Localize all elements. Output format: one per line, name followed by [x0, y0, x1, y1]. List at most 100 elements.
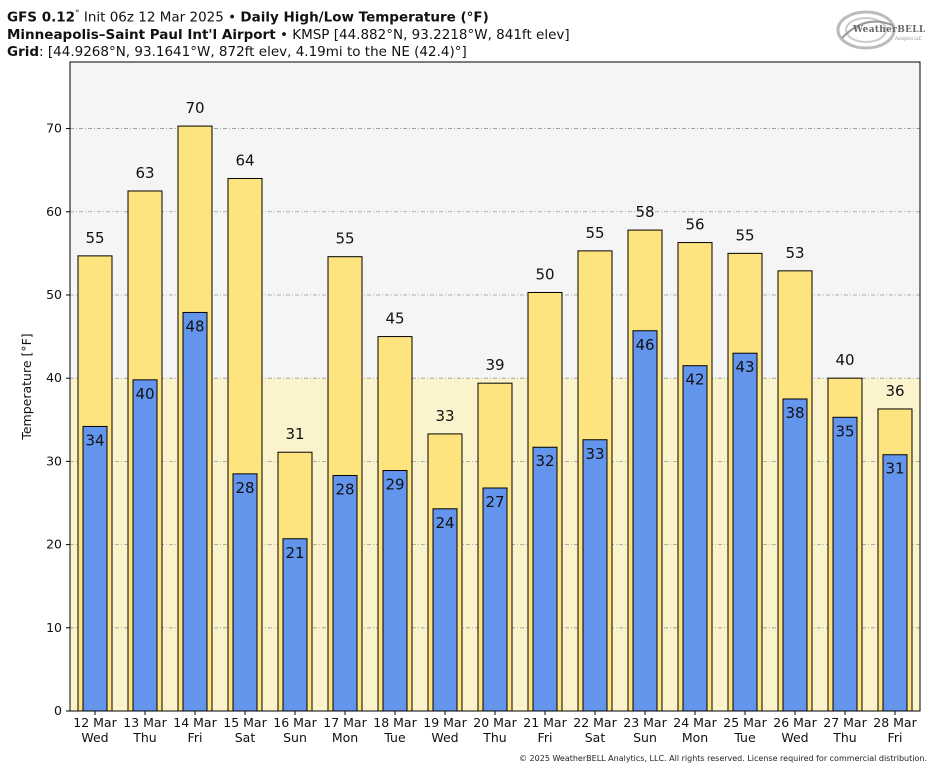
x-tick-label-date-8: 20 Mar [473, 715, 517, 730]
x-tick-label-date-6: 18 Mar [373, 715, 417, 730]
x-tick-label-day-6: Tue [383, 730, 406, 745]
low-bar-0 [82, 425, 108, 712]
x-tick-label-day-8: Thu [482, 730, 506, 745]
high-label-1: 63 [135, 164, 154, 182]
y-tick-label-60: 60 [46, 204, 62, 219]
grid-info: : [44.9268°N, 93.1641°W, 872ft elev, 4.1… [39, 43, 467, 60]
y-tick-label-30: 30 [46, 453, 62, 468]
high-label-7: 33 [435, 407, 454, 425]
low-bar-1 [132, 379, 158, 712]
station-info: KMSP [44.882°N, 93.2218°W, 841ft elev] [292, 26, 570, 43]
low-label-5: 28 [335, 481, 354, 499]
x-tick-label-day-16: Fri [888, 730, 903, 745]
y-tick-label-40: 40 [46, 370, 62, 385]
high-label-16: 36 [885, 382, 904, 400]
low-bar-12 [682, 365, 708, 712]
low-bar-10 [582, 439, 608, 712]
low-label-9: 32 [535, 452, 554, 470]
high-label-5: 55 [335, 230, 354, 248]
high-label-12: 56 [685, 216, 704, 234]
low-bar-14 [782, 398, 808, 712]
x-tick-label-date-1: 13 Mar [123, 715, 167, 730]
high-label-13: 55 [735, 226, 754, 244]
x-tick-label-day-2: Fri [188, 730, 203, 745]
low-bar-11 [632, 330, 658, 712]
x-tick-label-date-14: 26 Mar [773, 715, 817, 730]
high-label-4: 31 [285, 425, 304, 443]
title-line: GFS 0.12° Init 06z 12 Mar 2025 • Daily H… [7, 6, 570, 27]
high-label-6: 45 [385, 310, 404, 328]
high-label-10: 55 [585, 224, 604, 242]
low-label-11: 46 [635, 336, 654, 354]
title-bullet: • [223, 9, 241, 26]
low-label-13: 43 [735, 358, 754, 376]
chart-header: GFS 0.12° Init 06z 12 Mar 2025 • Daily H… [7, 6, 570, 61]
x-tick-label-date-12: 24 Mar [673, 715, 717, 730]
low-label-14: 38 [785, 404, 804, 422]
low-bar-13 [732, 352, 758, 712]
low-label-8: 27 [485, 493, 504, 511]
x-tick-label-date-16: 28 Mar [873, 715, 917, 730]
low-label-12: 42 [685, 371, 704, 389]
y-axis-label: Temperature [°F] [19, 333, 34, 440]
y-tick-label-10: 10 [46, 620, 62, 635]
low-bar-8 [482, 487, 508, 712]
logo-text: WeatherBELL [853, 25, 926, 35]
x-tick-label-day-3: Sat [235, 730, 256, 745]
model-deg: ° [75, 9, 80, 19]
low-label-4: 21 [285, 544, 304, 562]
x-tick-label-date-0: 12 Mar [73, 715, 117, 730]
low-label-3: 28 [235, 479, 254, 497]
model-name: GFS 0.12 [7, 9, 76, 26]
low-bar-5 [332, 475, 358, 712]
station-name: Minneapolis–Saint Paul Int'l Airport [7, 26, 276, 43]
low-label-2: 48 [185, 317, 204, 335]
low-bar-3 [232, 473, 258, 712]
x-tick-label-day-0: Wed [81, 730, 108, 745]
x-tick-label-day-13: Tue [733, 730, 756, 745]
init-time: Init 06z 12 Mar 2025 [79, 9, 224, 26]
x-tick-label-day-12: Mon [682, 730, 708, 745]
low-label-16: 31 [885, 460, 904, 478]
x-tick-label-date-9: 21 Mar [523, 715, 567, 730]
x-tick-label-day-7: Wed [431, 730, 458, 745]
x-tick-label-day-11: Sun [633, 730, 657, 745]
high-label-15: 40 [835, 351, 854, 369]
low-bar-7 [432, 508, 458, 712]
low-label-7: 24 [435, 514, 454, 532]
low-label-15: 35 [835, 422, 854, 440]
x-tick-label-date-4: 16 Mar [273, 715, 317, 730]
x-tick-label-day-14: Wed [781, 730, 808, 745]
high-label-11: 58 [635, 203, 654, 221]
low-bar-15 [832, 416, 858, 712]
x-tick-label-day-9: Fri [538, 730, 553, 745]
logo-subtext: Analytics LLC [895, 36, 922, 41]
high-label-3: 64 [235, 151, 254, 169]
product-title: Daily High/Low Temperature (°F) [240, 9, 489, 26]
low-label-10: 33 [585, 445, 604, 463]
grid-label: Grid [7, 43, 40, 60]
low-label-1: 40 [135, 385, 154, 403]
y-tick-label-50: 50 [46, 287, 62, 302]
x-tick-label-date-5: 17 Mar [323, 715, 367, 730]
x-tick-label-date-10: 22 Mar [573, 715, 617, 730]
x-tick-label-date-7: 19 Mar [423, 715, 467, 730]
copyright-notice: © 2025 WeatherBELL Analytics, LLC. All r… [519, 754, 927, 763]
high-label-14: 53 [785, 244, 804, 262]
high-label-2: 70 [185, 99, 204, 117]
plot-frame [69, 61, 921, 712]
x-tick-label-date-13: 25 Mar [723, 715, 767, 730]
weatherbell-logo-icon [836, 10, 896, 50]
x-tick-label-day-1: Thu [132, 730, 156, 745]
low-label-0: 34 [85, 431, 104, 449]
x-tick-label-date-11: 23 Mar [623, 715, 667, 730]
y-tick-label-0: 0 [54, 703, 62, 718]
y-tick-label-20: 20 [46, 537, 62, 552]
x-tick-label-day-4: Sun [283, 730, 307, 745]
low-label-6: 29 [385, 476, 404, 494]
station-bullet: • [275, 26, 293, 43]
grid-line: Grid: [44.9268°N, 93.1641°W, 872ft elev,… [7, 44, 570, 61]
high-label-9: 50 [535, 265, 554, 283]
low-bar-6 [382, 470, 408, 712]
